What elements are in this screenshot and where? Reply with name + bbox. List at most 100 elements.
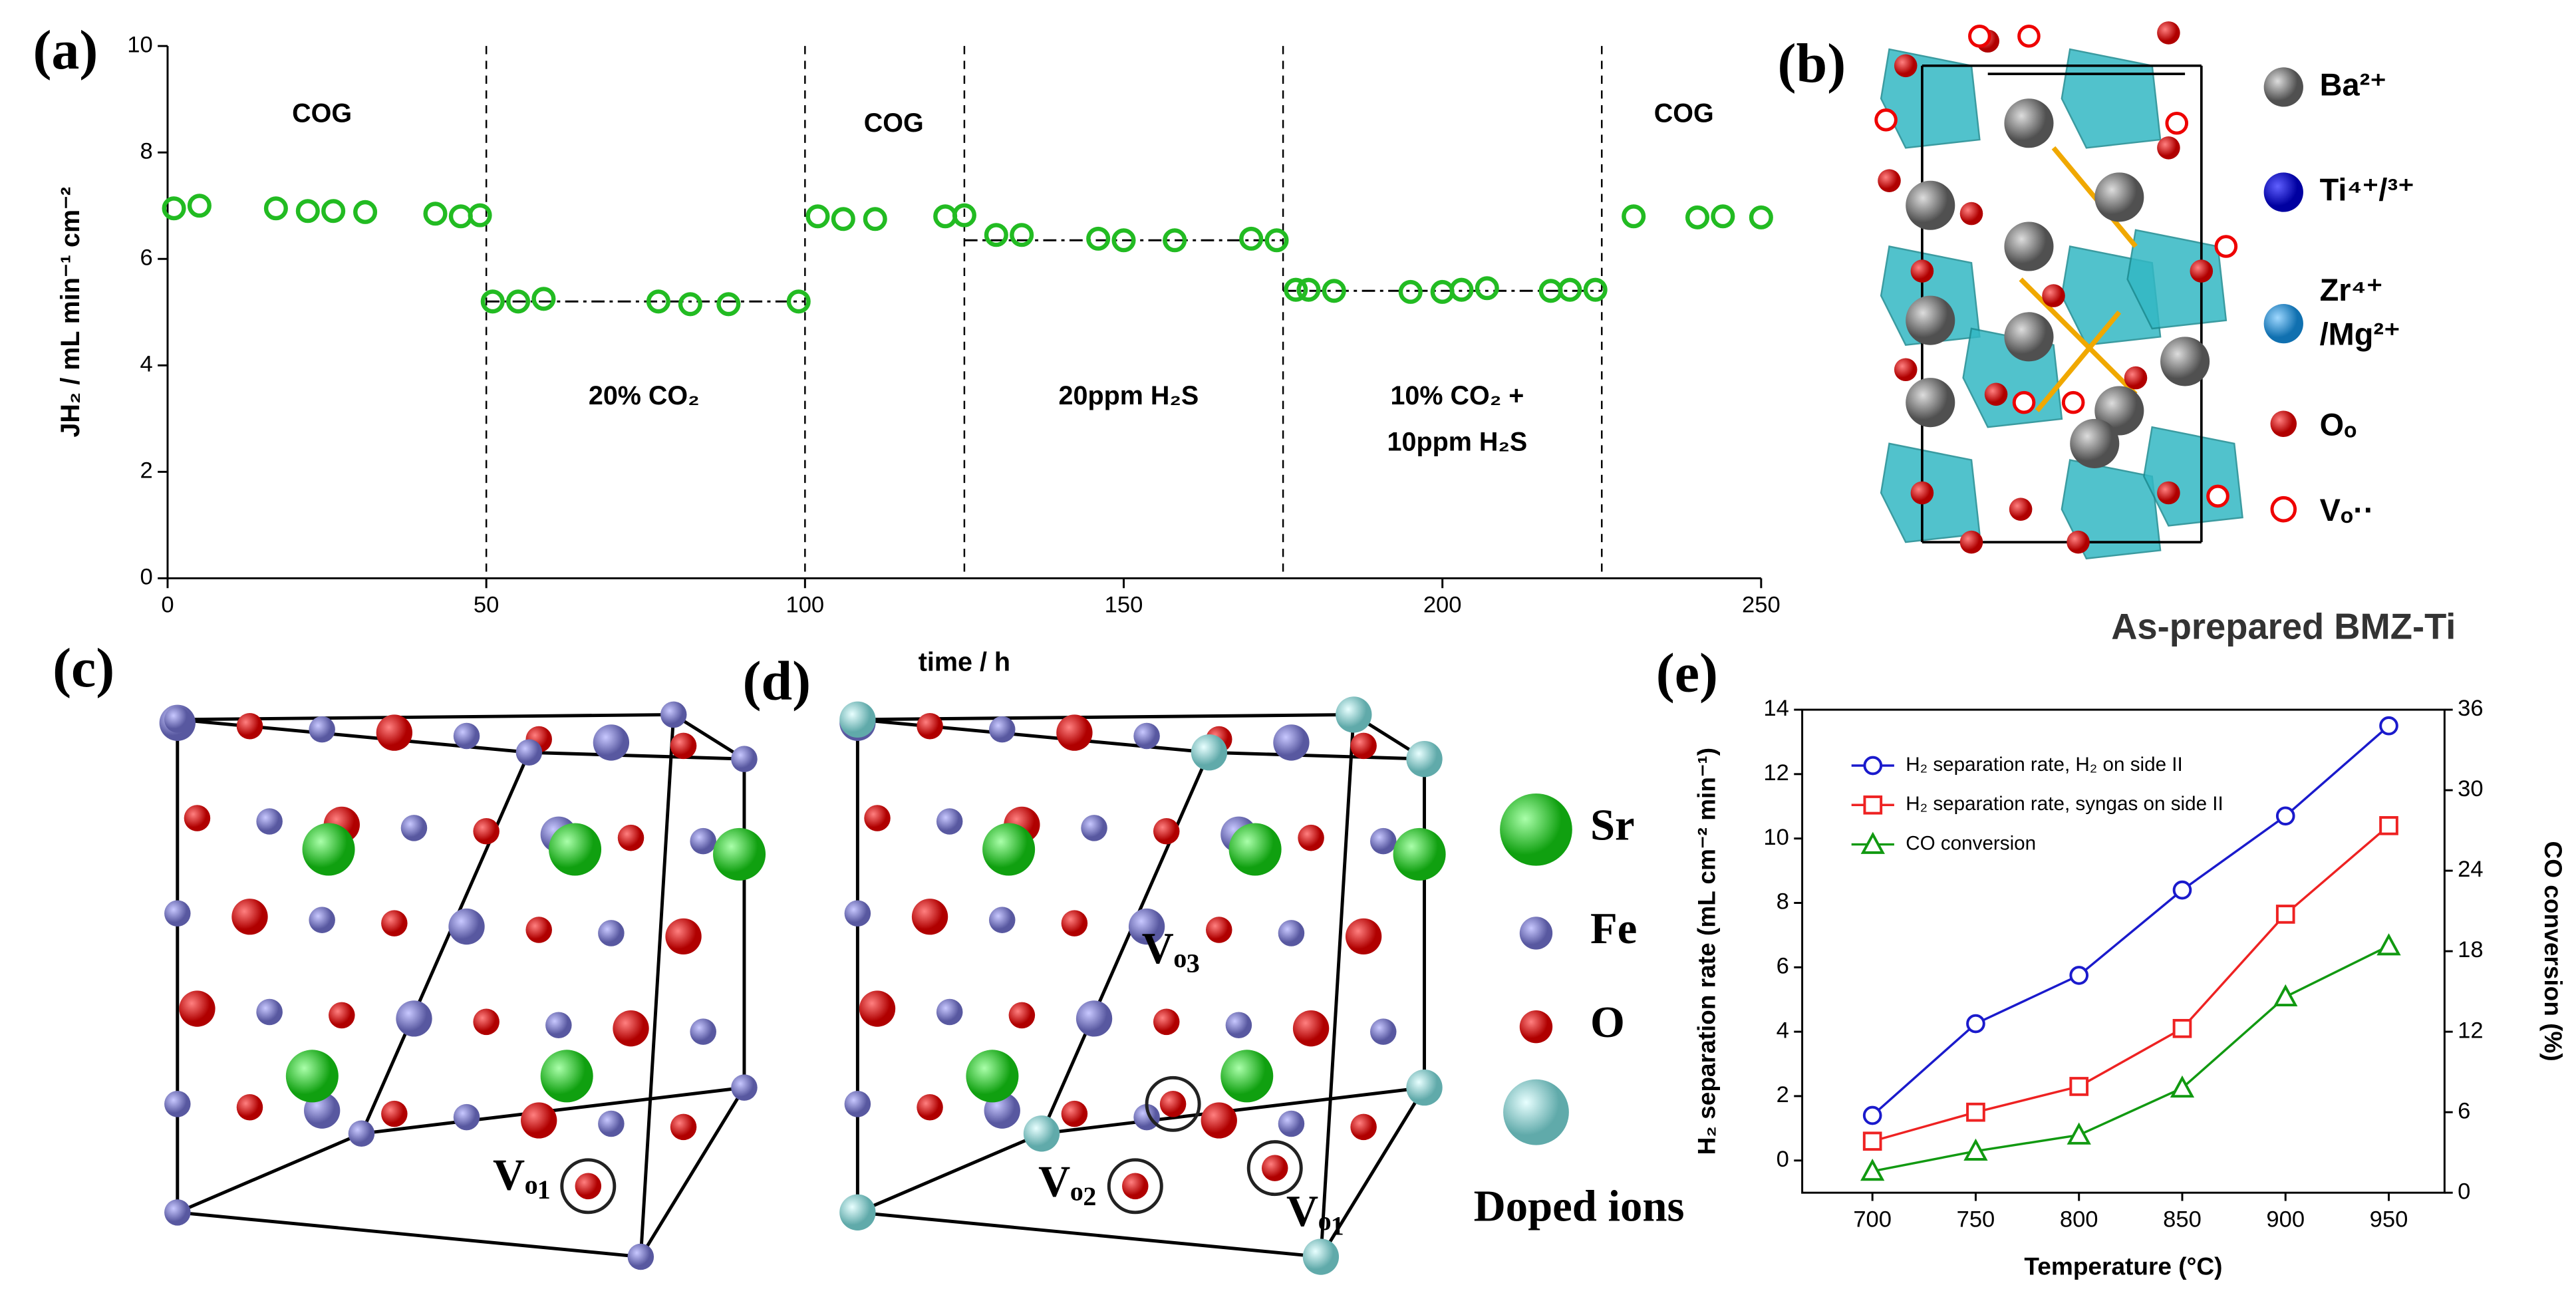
y-tick-label: 2 xyxy=(1777,1082,1789,1107)
atom xyxy=(236,1093,263,1121)
cell-edge xyxy=(639,714,676,1257)
point xyxy=(716,292,741,317)
point xyxy=(1475,276,1499,301)
point xyxy=(2275,905,2295,924)
y2-tick-label: 36 xyxy=(2458,696,2483,721)
point xyxy=(1863,795,1883,815)
point xyxy=(2379,815,2398,835)
atom xyxy=(309,716,335,743)
panel-label: (e) xyxy=(1656,642,1718,704)
legend-label: Sr xyxy=(1590,801,1635,850)
atom xyxy=(2094,172,2144,222)
atom xyxy=(376,714,413,751)
atom xyxy=(1278,1110,1305,1137)
cell-edge xyxy=(360,752,531,1135)
atom xyxy=(1406,740,1443,778)
point xyxy=(1862,1131,1882,1151)
atom xyxy=(1261,1155,1288,1181)
point xyxy=(1622,204,1646,229)
atom xyxy=(1894,54,1918,78)
atom xyxy=(2190,259,2214,283)
x-tick-label: 800 xyxy=(2060,1207,2098,1232)
cell-edge xyxy=(176,1132,362,1215)
atom xyxy=(966,1050,1019,1103)
vacancy-ring xyxy=(1107,1158,1163,1215)
atom xyxy=(1959,530,1983,554)
point xyxy=(1086,226,1111,251)
atom xyxy=(1201,1102,1237,1139)
atom xyxy=(2160,337,2210,386)
atom xyxy=(396,1000,432,1037)
point xyxy=(162,196,186,221)
atom xyxy=(164,900,191,927)
point xyxy=(1963,1138,1988,1161)
atom xyxy=(917,1093,943,1121)
cell-edge xyxy=(1319,1086,1426,1258)
atom xyxy=(1278,920,1305,946)
cell-edge xyxy=(1319,714,1356,1257)
atom xyxy=(2004,221,2054,271)
vacancy-label: Vₒ₂ xyxy=(1038,1158,1096,1207)
vacancy-label: Vₒ₁ xyxy=(1286,1187,1344,1236)
atom xyxy=(2157,481,2180,505)
atom xyxy=(1008,1002,1036,1029)
atom xyxy=(859,990,896,1027)
atom xyxy=(2009,498,2033,521)
atom xyxy=(613,1010,649,1047)
cell-edge xyxy=(1040,752,1211,1135)
atom xyxy=(525,917,552,943)
atom xyxy=(540,1050,593,1103)
point xyxy=(187,194,212,218)
atom xyxy=(2263,67,2303,107)
x-tick-label: 150 xyxy=(1105,593,1143,618)
atom xyxy=(515,739,543,766)
point xyxy=(1430,279,1455,304)
legend-label: Vₒ·· xyxy=(2320,493,2374,527)
y-tick-label: 10 xyxy=(1763,825,1789,850)
atom xyxy=(2263,172,2303,212)
atom xyxy=(1153,1008,1180,1036)
y-axis-label: JH₂ / mL min⁻¹ cm⁻² xyxy=(56,187,85,438)
x-tick-label: 0 xyxy=(161,593,174,618)
annotation: 20% CO₂ xyxy=(589,381,700,410)
point xyxy=(952,203,976,227)
y2-tick-label: 24 xyxy=(2458,857,2483,882)
atom xyxy=(184,805,211,831)
series-line xyxy=(1872,944,2390,1173)
atom xyxy=(1878,169,1901,192)
atom xyxy=(839,701,876,738)
y2-tick-label: 0 xyxy=(2458,1179,2470,1204)
legend-label: CO conversion xyxy=(1906,832,2036,854)
atom xyxy=(473,818,500,845)
atom xyxy=(617,824,644,851)
atom xyxy=(911,899,948,935)
atom xyxy=(1519,1010,1553,1044)
vacancy xyxy=(2206,484,2229,508)
atom xyxy=(690,1018,716,1045)
atom xyxy=(309,907,335,933)
point xyxy=(1239,226,1264,251)
annotation: 10% CO₂ + xyxy=(1390,381,1524,410)
point xyxy=(2376,933,2401,956)
atom xyxy=(400,815,428,841)
legend-label: Ti⁴⁺/³⁺ xyxy=(2320,172,2414,207)
panel-label: (c) xyxy=(53,637,114,699)
cell-edge xyxy=(529,750,745,761)
atom xyxy=(2004,98,2054,148)
vacancy xyxy=(1968,25,1991,48)
atom xyxy=(1075,1000,1113,1037)
atom xyxy=(1061,1100,1088,1127)
y-tick-label: 12 xyxy=(1763,760,1789,786)
atom xyxy=(2157,136,2180,160)
atom xyxy=(1292,1010,1330,1047)
legend-label: Fe xyxy=(1590,905,1637,953)
atom xyxy=(839,1194,876,1231)
atom xyxy=(598,920,625,946)
atom xyxy=(988,716,1016,743)
point xyxy=(1322,279,1346,303)
vacancy-label: Vₒ₃ xyxy=(1142,925,1200,973)
series-line xyxy=(1872,724,2390,1117)
atom xyxy=(1350,1113,1377,1141)
annotation: COG xyxy=(864,108,924,138)
atom xyxy=(1894,358,1918,382)
